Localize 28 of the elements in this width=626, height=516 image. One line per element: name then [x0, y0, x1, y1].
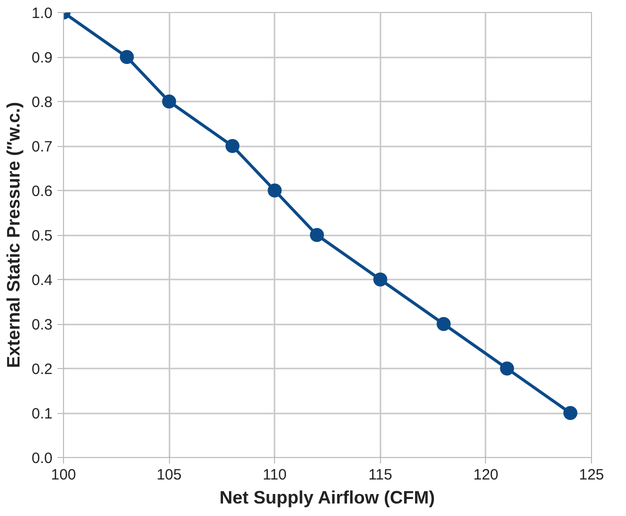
x-tick-label: 125	[578, 466, 604, 484]
x-tick-label: 115	[368, 466, 392, 484]
point	[563, 406, 578, 420]
point	[500, 362, 514, 376]
y-tick-label: 0.7	[32, 138, 53, 156]
y-tick-label: 0.1	[32, 406, 53, 422]
y-tick-label: 0.5	[32, 228, 53, 244]
x-tick-label: 120	[473, 466, 498, 484]
y-tick-label: 1.0	[32, 5, 53, 22]
point	[268, 184, 282, 198]
point	[373, 272, 388, 286]
y-tick-label: 0.2	[32, 361, 53, 378]
x-tick-label: 105	[156, 466, 182, 484]
point	[225, 139, 240, 153]
y-tick-label: 0.3	[32, 316, 53, 334]
y-tick-label: 0.4	[32, 272, 53, 289]
y-tick-label: 0.0	[32, 450, 53, 467]
x-tick-label: 110	[262, 466, 287, 484]
x-axis-title: Net Supply Airflow (CFM)	[220, 488, 435, 508]
y-tick-label: 0.9	[32, 50, 53, 66]
point	[120, 50, 134, 64]
point	[310, 228, 324, 242]
y-axis-title: External Static Pressure (″w.c.)	[4, 102, 24, 368]
y-tick-label: 0.6	[32, 183, 53, 200]
point	[162, 94, 176, 108]
point	[436, 317, 451, 331]
y-tick-label: 0.8	[32, 94, 53, 111]
x-tick-label: 100	[50, 466, 76, 484]
